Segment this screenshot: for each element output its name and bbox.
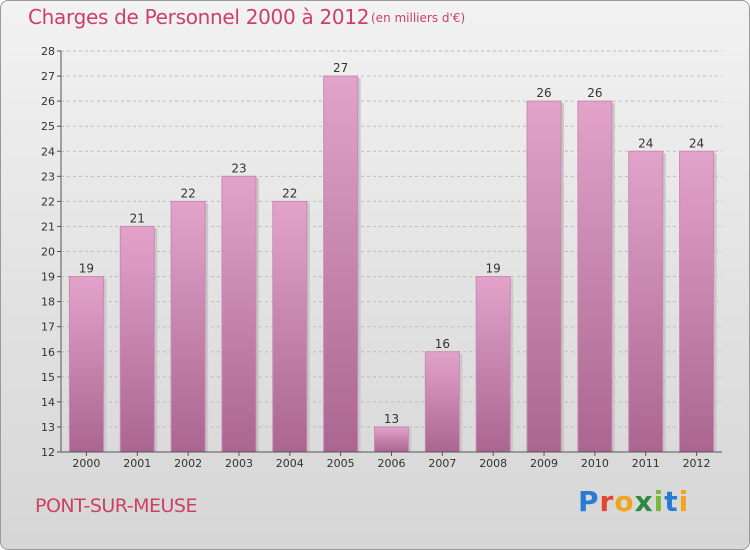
- bar-value-label: 26: [587, 86, 602, 100]
- x-tick-label: 2004: [276, 457, 304, 470]
- x-tick-label: 2001: [123, 457, 151, 470]
- x-tick-label: 2010: [581, 457, 609, 470]
- x-tick-label: 2005: [327, 457, 355, 470]
- logo-letter: r: [599, 485, 615, 518]
- logo-letter: i: [678, 485, 690, 518]
- x-tick-label: 2006: [378, 457, 406, 470]
- bar[interactable]: [221, 175, 257, 453]
- bar-value-label: 23: [231, 161, 246, 175]
- y-tick-label: 18: [41, 296, 55, 309]
- bar[interactable]: [68, 276, 104, 453]
- commune-name: PONT-SUR-MEUSE: [35, 495, 197, 517]
- y-tick-label: 12: [41, 446, 55, 459]
- y-tick-label: 28: [41, 45, 55, 58]
- x-tick-label: 2007: [428, 457, 456, 470]
- bar[interactable]: [323, 75, 359, 453]
- logo-letter: t: [664, 485, 679, 518]
- y-tick-label: 14: [41, 396, 55, 409]
- y-tick-label: 27: [41, 70, 55, 83]
- bar-value-label: 16: [435, 337, 450, 351]
- x-tick-label: 2009: [530, 457, 558, 470]
- bar-value-label: 26: [536, 86, 551, 100]
- x-tick-label: 2000: [72, 457, 100, 470]
- y-tick-label: 20: [41, 246, 55, 259]
- bar[interactable]: [526, 100, 562, 453]
- bar-value-label: 24: [638, 136, 653, 150]
- bar[interactable]: [424, 351, 460, 453]
- y-tick-label: 13: [41, 421, 55, 434]
- bar-value-label: 19: [79, 262, 94, 276]
- logo-letter: o: [614, 485, 635, 518]
- x-tick-label: 2002: [174, 457, 202, 470]
- y-tick-label: 21: [41, 220, 55, 233]
- y-tick-label: 23: [41, 170, 55, 183]
- y-tick-label: 15: [41, 371, 55, 384]
- logo-letter: P: [578, 485, 600, 518]
- bar[interactable]: [628, 150, 664, 453]
- bar-value-label: 22: [282, 186, 297, 200]
- bar-value-label: 21: [130, 211, 145, 225]
- y-tick-label: 19: [41, 271, 55, 284]
- y-tick-label: 22: [41, 195, 55, 208]
- chart-subtitle: (en milliers d'€): [371, 11, 466, 25]
- logo-letter: x: [634, 485, 654, 518]
- bar-value-label: 13: [384, 412, 399, 426]
- y-tick-label: 26: [41, 95, 55, 108]
- y-tick-label: 25: [41, 120, 55, 133]
- x-tick-label: 2003: [225, 457, 253, 470]
- bar[interactable]: [170, 200, 206, 453]
- logo-letter: i: [653, 485, 665, 518]
- bar[interactable]: [679, 150, 715, 453]
- y-tick-label: 24: [41, 145, 55, 158]
- x-tick-label: 2012: [683, 457, 711, 470]
- proxiti-logo[interactable]: Proxiti: [578, 485, 689, 518]
- bar[interactable]: [374, 426, 409, 453]
- y-tick-label: 16: [41, 346, 55, 359]
- bar[interactable]: [475, 276, 511, 453]
- y-tick-label: 17: [41, 321, 55, 334]
- chart-title: Charges de Personnel 2000 à 2012: [28, 5, 370, 29]
- bar-value-label: 27: [333, 61, 348, 75]
- bar-value-label: 19: [486, 262, 501, 276]
- bar[interactable]: [577, 100, 613, 453]
- bar-value-label: 24: [689, 136, 704, 150]
- bar-value-label: 22: [180, 186, 195, 200]
- bar[interactable]: [119, 225, 155, 453]
- x-tick-label: 2008: [479, 457, 507, 470]
- x-tick-label: 2011: [632, 457, 660, 470]
- bar[interactable]: [272, 200, 308, 453]
